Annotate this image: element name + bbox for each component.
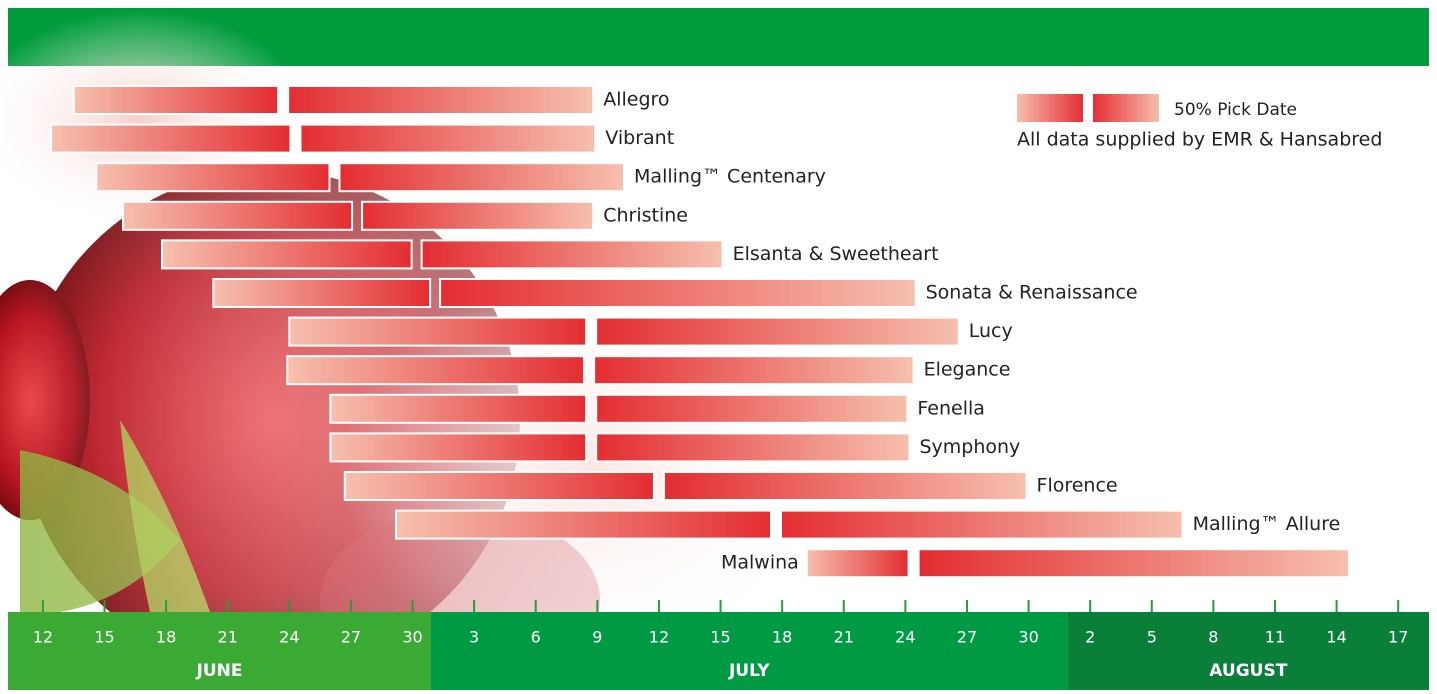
x-tick-label: 5 — [1147, 628, 1157, 647]
task-label: Elsanta & Sweetheart — [733, 243, 939, 265]
bar-after-pick — [340, 163, 625, 191]
bar-before-pick — [213, 279, 430, 307]
bar-before-pick — [51, 125, 290, 153]
x-tick-label: 11 — [1265, 628, 1285, 647]
month-label: JUNE — [196, 661, 243, 681]
x-tick-label: 6 — [531, 628, 541, 647]
x-tick-label: 27 — [957, 628, 977, 647]
bar-before-pick — [289, 318, 586, 346]
bar-before-pick — [123, 202, 352, 230]
bar-before-pick — [345, 472, 654, 500]
x-tick-label: 27 — [341, 628, 361, 647]
task-label: Malling™ Centenary — [634, 166, 826, 188]
legend-label: 50% Pick Date — [1174, 100, 1297, 120]
bar-before-pick — [330, 433, 586, 461]
x-tick-label: 30 — [1018, 628, 1038, 647]
task-label: Vibrant — [605, 127, 674, 149]
bar-after-pick — [919, 549, 1349, 577]
task-label: Malling™ Allure — [1193, 513, 1341, 535]
bar-after-pick — [288, 86, 593, 114]
bar-after-pick — [440, 279, 916, 307]
bar-after-pick — [596, 318, 959, 346]
x-tick-label: 14 — [1326, 628, 1346, 647]
bar-after-pick — [300, 125, 595, 153]
bar-after-pick — [594, 356, 913, 384]
x-tick-label: 12 — [649, 628, 669, 647]
month-label: JULY — [728, 661, 770, 681]
x-tick-label: 21 — [218, 628, 238, 647]
bar-after-pick — [362, 202, 593, 230]
bar-before-pick — [287, 356, 584, 384]
task-label: Malwina — [721, 552, 799, 574]
bar-before-pick — [396, 511, 771, 539]
x-tick-label: 2 — [1085, 628, 1095, 647]
legend-swatch — [1092, 93, 1160, 123]
x-tick-label: 3 — [469, 628, 479, 647]
bar-before-pick — [162, 240, 412, 268]
x-tick-label: 9 — [592, 628, 602, 647]
x-tick-label: 12 — [33, 628, 53, 647]
legend-note: All data supplied by EMR & Hansabred — [1017, 129, 1382, 151]
x-tick-label: 18 — [772, 628, 792, 647]
bar-after-pick — [781, 511, 1183, 539]
x-tick-label: 24 — [279, 628, 299, 647]
task-label: Christine — [603, 204, 688, 226]
task-label: Elegance — [924, 359, 1011, 381]
legend-swatch — [1016, 93, 1084, 123]
task-label: Symphony — [919, 436, 1020, 458]
task-label: Sonata & Renaissance — [926, 282, 1138, 304]
bar-before-pick — [330, 395, 586, 423]
bar-after-pick — [596, 395, 907, 423]
bar-before-pick — [807, 549, 909, 577]
task-label: Florence — [1037, 475, 1118, 497]
task-label: Lucy — [969, 320, 1013, 342]
x-tick-label: 21 — [834, 628, 854, 647]
bar-after-pick — [596, 433, 909, 461]
x-tick-label: 15 — [710, 628, 730, 647]
x-tick-label: 30 — [402, 628, 422, 647]
task-label: Fenella — [917, 397, 985, 419]
x-tick-label: 18 — [156, 628, 176, 647]
bar-before-pick — [74, 86, 278, 114]
month-label: AUGUST — [1209, 661, 1287, 681]
x-tick-label: 17 — [1388, 628, 1408, 647]
bar-after-pick — [422, 240, 723, 268]
x-tick-label: 15 — [94, 628, 114, 647]
bar-before-pick — [96, 163, 329, 191]
bar-after-pick — [664, 472, 1027, 500]
task-label: Allegro — [603, 89, 669, 111]
chart: 50% Pick Date All data supplied by EMR &… — [0, 0, 1437, 690]
x-tick-label: 8 — [1208, 628, 1218, 647]
x-tick-label: 24 — [895, 628, 915, 647]
